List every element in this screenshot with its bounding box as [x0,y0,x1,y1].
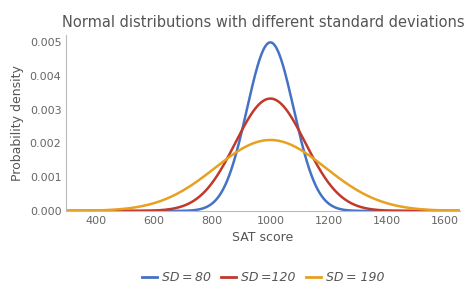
Title: Normal distributions with different standard deviations: Normal distributions with different stan… [62,15,465,30]
Legend: SD = 80, SD =120, SD = 190: SD = 80, SD =120, SD = 190 [137,266,389,289]
X-axis label: SAT score: SAT score [232,231,294,244]
Y-axis label: Probability density: Probability density [11,65,24,181]
